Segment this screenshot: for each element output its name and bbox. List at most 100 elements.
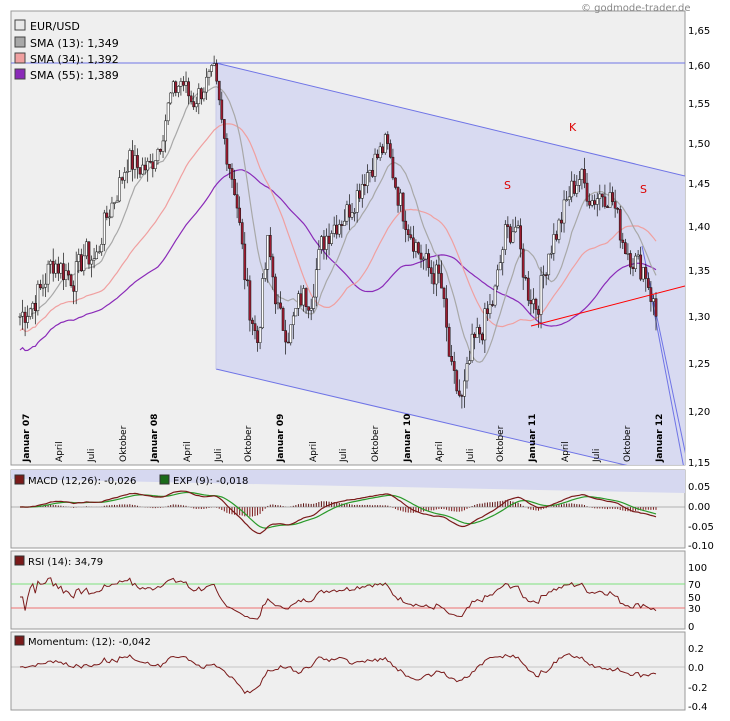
candle-body — [189, 95, 193, 102]
y-tick-160: 1,60 — [688, 61, 710, 72]
candle-body — [82, 255, 86, 271]
candle-body — [473, 333, 477, 338]
candle-body — [31, 302, 35, 310]
candle-body — [74, 261, 78, 292]
candle-body — [373, 153, 377, 177]
candle-body — [343, 220, 346, 226]
candle-body — [483, 308, 487, 341]
candle-body — [266, 235, 270, 270]
x-label-19: Oktober — [623, 425, 633, 462]
candle-body — [143, 164, 147, 171]
x-label-8: Januar 09 — [276, 414, 286, 463]
candle-body — [391, 156, 395, 179]
candle-body — [445, 298, 448, 328]
candle-body — [92, 258, 96, 261]
candle-body — [322, 236, 326, 250]
candle-body — [69, 274, 73, 286]
candle-body — [26, 316, 30, 323]
candle-body — [51, 260, 55, 274]
candle-body — [366, 172, 369, 187]
candle-body — [634, 255, 637, 269]
candle-body — [284, 330, 287, 343]
candle-body — [544, 274, 548, 276]
x-label-5: April — [183, 441, 193, 462]
candle-body — [465, 363, 469, 382]
price-y-axis: 1,65 1,60 1,55 1,50 1,45 1,40 1,35 1,30 … — [688, 26, 710, 469]
candle-body — [386, 134, 390, 144]
candle-body — [652, 298, 655, 302]
candle-body — [340, 224, 344, 226]
candle-body — [100, 244, 104, 253]
candle-body — [626, 253, 630, 255]
candle-body — [248, 280, 252, 321]
candle-body — [460, 395, 464, 397]
candle-body — [133, 155, 137, 170]
candle-body — [72, 285, 75, 292]
candle-body — [164, 120, 167, 142]
candle-body — [654, 298, 658, 317]
candle-body — [205, 76, 208, 93]
candle-body — [171, 81, 175, 94]
candle-body — [56, 263, 60, 274]
candle-body — [480, 333, 484, 341]
channel-upper-line — [215, 62, 685, 177]
candle-body — [64, 270, 68, 280]
candle-body — [506, 224, 510, 227]
candle-body — [383, 134, 387, 154]
candle-body — [177, 86, 180, 93]
y-tick-155: 1,55 — [688, 99, 710, 110]
rsi-y-tick-70: 70 — [688, 580, 701, 591]
y-tick-115: 1,15 — [688, 458, 710, 469]
candle-body — [286, 341, 290, 344]
price-legend: EUR/USD SMA (13): 1,349 SMA (34): 1,392 … — [14, 19, 119, 82]
candle-body — [636, 254, 640, 257]
candle-body — [217, 80, 221, 101]
candle-body — [422, 258, 425, 261]
candle-body — [644, 267, 648, 279]
candle-body — [161, 140, 165, 152]
candle-body — [148, 160, 152, 163]
candle-body — [33, 302, 37, 311]
candle-body — [222, 119, 226, 139]
y-tick-130: 1,30 — [688, 312, 710, 323]
momentum-line — [19, 653, 657, 695]
candle-body — [268, 235, 272, 258]
candle-body — [90, 259, 93, 265]
candle-body — [539, 275, 543, 315]
candle-body — [509, 226, 512, 243]
candle-body — [215, 63, 219, 82]
candle-body — [631, 266, 635, 269]
x-label-14: Juli — [466, 449, 476, 463]
rsi-y-tick-30: 30 — [688, 604, 701, 615]
candle-body — [350, 212, 354, 218]
candle-body — [534, 298, 538, 310]
candle-body — [429, 267, 433, 274]
candle-body — [225, 138, 229, 165]
candle-body — [360, 184, 364, 199]
candle-body — [623, 242, 627, 254]
macd-legend-exp: EXP (9): -0,018 — [173, 476, 248, 487]
candle-body — [108, 216, 111, 219]
legend-sma34: SMA (34): 1,392 — [30, 53, 119, 66]
rsi-panel-bg — [10, 550, 686, 630]
candle-body — [77, 254, 81, 262]
candle-body — [87, 241, 91, 265]
candle-body — [488, 304, 492, 314]
candle-body — [516, 225, 520, 228]
candle-body — [470, 333, 474, 361]
candle-body — [54, 263, 58, 274]
copyright-text: © godmode-trader.de — [581, 3, 691, 14]
candle-body — [519, 225, 522, 250]
macd-y-tick-005: 0.05 — [688, 482, 710, 493]
sma34-line — [19, 123, 657, 332]
candle-body — [67, 270, 70, 276]
candle-body — [263, 268, 267, 279]
candle-body — [23, 311, 27, 323]
candle-body — [511, 231, 515, 243]
candle-body — [406, 229, 410, 235]
candle-body — [498, 262, 502, 271]
candle-body — [404, 220, 408, 230]
candle-body — [123, 172, 127, 181]
legend-sma13: SMA (13): 1,349 — [30, 37, 119, 50]
